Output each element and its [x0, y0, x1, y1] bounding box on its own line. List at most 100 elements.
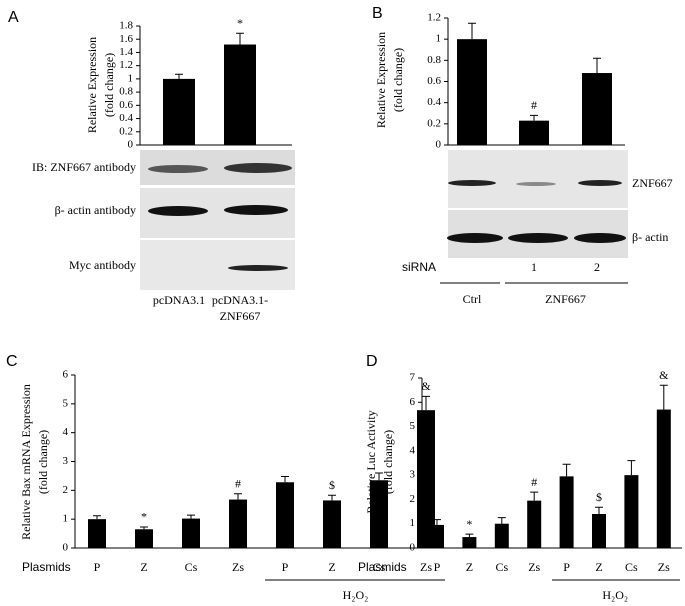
blot-label: IB: ZNF667 antibody: [32, 160, 136, 174]
annotation: #: [235, 477, 241, 491]
x-tick-label: Ctrl: [463, 292, 482, 306]
error-bar: [627, 460, 636, 476]
y-tick-label: 0.6: [427, 75, 441, 87]
x-tick-label: Cs: [495, 560, 508, 574]
error-bar: [175, 73, 183, 79]
y-tick-label: 2: [63, 484, 69, 496]
x-tick-label: Z: [466, 560, 473, 574]
y-tick-label: 5: [410, 420, 416, 432]
bar: [559, 476, 574, 548]
y-tick-label: 7: [410, 372, 416, 384]
annotation: *: [237, 16, 243, 30]
bar: [370, 480, 388, 548]
x-tick-label: pcDNA3.1-ZNF667: [211, 293, 269, 323]
x-tick-label: P: [434, 560, 441, 574]
blot-images: [140, 150, 628, 290]
bar: [527, 500, 542, 548]
blot-band: [224, 163, 292, 173]
blot-panel: [448, 150, 628, 208]
x-tick-label: pcDNA3.1: [152, 293, 206, 307]
bar: [229, 499, 247, 548]
blot-label: Myc antibody: [69, 258, 136, 272]
y-tick-label: 1.6: [119, 33, 133, 45]
y-tick-label: 1.4: [119, 46, 133, 58]
blot-band: [516, 182, 556, 186]
blot-band: [224, 205, 288, 215]
error-bar: [530, 114, 538, 121]
panel-label: D: [366, 353, 378, 370]
bar: [182, 518, 200, 548]
group-label: H₂O₂: [602, 588, 628, 602]
y-tick-label: 0.4: [427, 96, 441, 108]
y-tick-label: 4: [410, 444, 416, 456]
bar: [457, 39, 487, 145]
y-tick-label: 6: [410, 396, 416, 408]
x-tick-label: P: [563, 560, 570, 574]
annotation: &: [659, 368, 669, 382]
group-label: ZNF667: [545, 292, 586, 306]
bar: [88, 519, 106, 548]
bar: [656, 409, 671, 548]
y-tick-label: 0.2: [427, 117, 441, 129]
error-bar: [468, 22, 476, 40]
group-label: H₂O₂: [343, 588, 369, 602]
y-axis-label: (fold change): [391, 48, 405, 112]
x-tick-label: Z: [328, 560, 335, 574]
bar: [276, 482, 294, 548]
y-tick-label: 0: [128, 139, 134, 151]
y-tick-label: 2: [410, 493, 416, 505]
row-label: Plasmids: [22, 560, 71, 574]
error-bar: [562, 463, 571, 477]
y-tick-label: 0: [410, 542, 416, 554]
error-bar: [497, 517, 506, 524]
x-tick-label: Cs: [185, 560, 198, 574]
x-tick-label: P: [282, 560, 289, 574]
blot-label: β- actin antibody: [55, 203, 136, 217]
bar: [494, 523, 509, 548]
x-tick-label: Zs: [658, 560, 670, 574]
y-axis-label: Relative Expression: [85, 37, 99, 133]
y-axis-label: (fold change): [36, 430, 50, 494]
y-tick-label: 3: [63, 455, 69, 467]
y-tick-label: 1: [63, 513, 69, 525]
y-tick-label: 1.2: [119, 59, 133, 71]
y-tick-label: 0: [436, 139, 442, 151]
row-label: siRNA: [402, 260, 436, 274]
x-tick-label: Zs: [528, 560, 540, 574]
error-bar: [236, 32, 244, 45]
y-axis-label: Relative Expression: [374, 32, 388, 128]
bar: [462, 537, 477, 548]
x-tick-label: Z: [140, 560, 147, 574]
y-tick-label: 1.2: [427, 12, 441, 24]
bar: [582, 73, 612, 145]
bar: [592, 514, 606, 548]
error-bar: [375, 472, 383, 481]
annotation: #: [531, 475, 537, 489]
error-bar: [140, 526, 148, 530]
error-bar: [93, 515, 101, 520]
annotation: *: [141, 510, 147, 524]
bar: [519, 120, 549, 145]
panel-label: C: [6, 353, 18, 370]
y-axis-label: Relative Luc Activity: [364, 410, 378, 513]
error-bar: [593, 57, 601, 74]
annotation: *: [466, 517, 472, 531]
panel-label: B: [372, 5, 383, 22]
blot-band: [448, 180, 496, 186]
y-tick-label: 5: [63, 397, 69, 409]
x-tick-label: Cs: [373, 560, 386, 574]
x-tick-label: P: [94, 560, 101, 574]
bar: [135, 529, 153, 548]
error-bar: [433, 519, 441, 525]
blot-band: [148, 165, 208, 173]
bar: [224, 44, 256, 146]
y-tick-label: 1.8: [119, 20, 133, 32]
blot-band: [447, 233, 503, 243]
x-tick-label: 1: [531, 260, 537, 274]
y-tick-label: 0.8: [427, 54, 441, 66]
y-tick-label: 3: [410, 469, 416, 481]
y-axis-label: (fold change): [381, 430, 395, 494]
blot-label: β- actin: [632, 230, 668, 244]
